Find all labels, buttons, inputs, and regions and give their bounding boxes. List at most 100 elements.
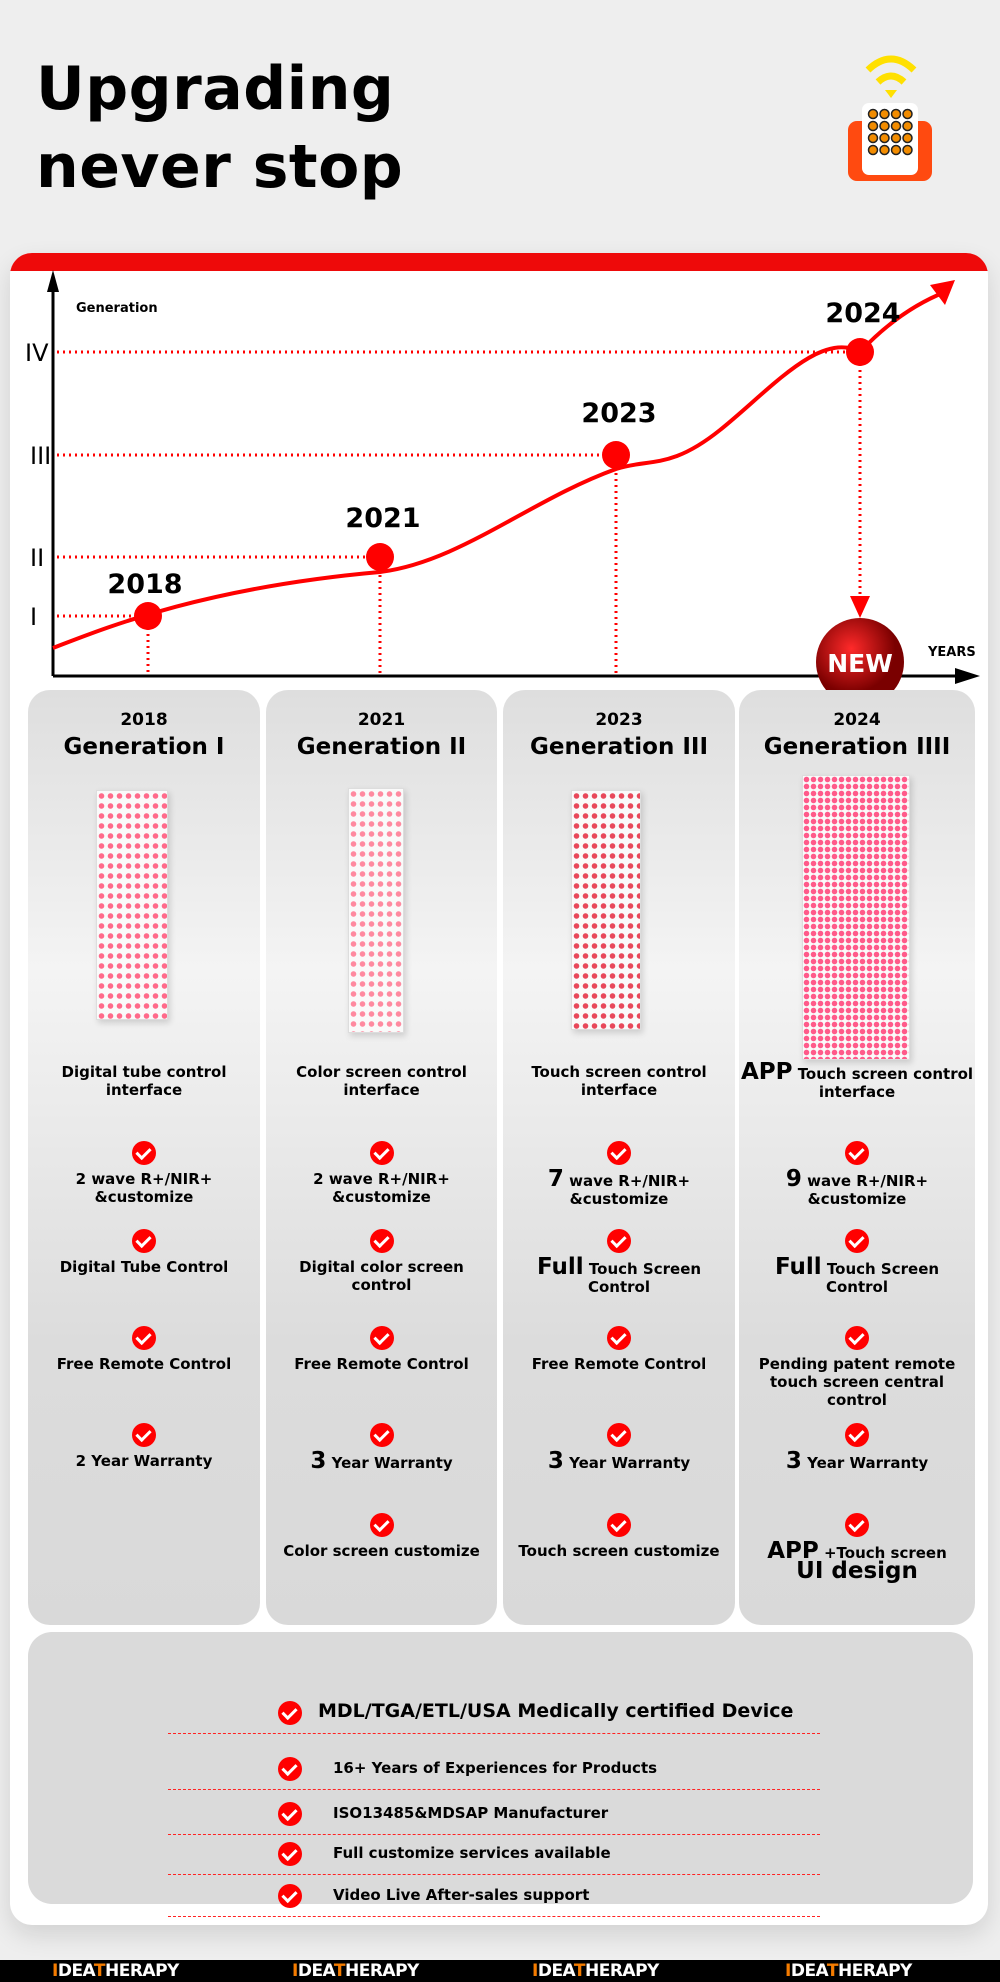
- brand-logo-text: HERAPY: [838, 1961, 912, 1981]
- feature-item: Touch screen customize: [503, 1513, 735, 1560]
- feature-item: 2 wave R+/NIR+ &customize: [28, 1141, 260, 1206]
- feature-item: Full Touch Screen Control: [503, 1229, 735, 1296]
- check-icon: [369, 1229, 394, 1253]
- column-generation-title: Generation III: [529, 734, 709, 760]
- brand-logo-text: T: [93, 1961, 106, 1981]
- control-interface-text: Digital tube control interface: [28, 1063, 260, 1099]
- y-axis-label: Generation: [76, 301, 158, 316]
- feature-text: Digital color screen control: [299, 1258, 464, 1294]
- y-axis-arrow: [47, 270, 59, 292]
- feature-item: 3 Year Warranty: [503, 1423, 735, 1474]
- brand-logo-text: IDEA: [52, 1961, 94, 1981]
- brand-logo-text: IDEA: [785, 1961, 827, 1981]
- control-interface-text: Color screen control interface: [266, 1063, 497, 1099]
- remote-control-wifi-icon: [848, 55, 932, 181]
- interface-label: Digital tube control interface: [61, 1063, 227, 1099]
- check-icon: [369, 1513, 394, 1537]
- check-icon: [278, 1802, 302, 1826]
- feature-text: Free Remote Control: [294, 1355, 469, 1373]
- title-line-2: never stop: [36, 132, 404, 202]
- feature-item: Full Touch Screen Control: [739, 1229, 975, 1296]
- data-point-year-label: 2018: [107, 569, 182, 600]
- x-axis-arrow: [955, 668, 980, 684]
- interface-label: Touch screen control interface: [531, 1063, 707, 1099]
- check-icon: [278, 1757, 302, 1781]
- data-point: [366, 543, 394, 571]
- benefit-text: ISO13485&MDSAP Manufacturer: [333, 1804, 609, 1822]
- brand-logo-text: IDEA: [292, 1961, 334, 1981]
- feature-item: Digital color screen control: [266, 1229, 497, 1294]
- check-icon: [607, 1326, 631, 1350]
- feature-item: Free Remote Control: [266, 1326, 497, 1373]
- column-generation-title: Generation IIII: [763, 734, 951, 760]
- footer-brand-bar: IDEATHERAPY IDEATHERAPY IDEATHERAPY IDEATHE…: [0, 1960, 1000, 1982]
- check-icon: [607, 1513, 631, 1537]
- feature-item: Color screen customize: [266, 1513, 497, 1560]
- check-icon: [607, 1141, 631, 1165]
- new-badge-label: NEW: [827, 649, 893, 678]
- feature-text: Year Warranty: [331, 1454, 453, 1472]
- benefit-row: Full customize services available: [168, 1835, 820, 1875]
- brand-logo-text: T: [333, 1961, 346, 1981]
- feature-text: wave R+/NIR+ &customize: [807, 1172, 929, 1208]
- y-tick-label: I: [30, 603, 37, 631]
- feature-text: 2 wave R+/NIR+ &customize: [313, 1170, 450, 1206]
- y-tick-label: II: [30, 544, 44, 572]
- feature-text: Free Remote Control: [531, 1355, 707, 1373]
- column-year: 2021: [357, 710, 406, 730]
- check-icon: [607, 1423, 631, 1447]
- x-axis-label: YEARS: [927, 645, 976, 660]
- data-point-year-label: 2024: [825, 298, 900, 329]
- control-interface-text: Touch screen control interface: [503, 1063, 735, 1099]
- card-top-bar: [10, 253, 988, 271]
- brand-logo: IDEATHERAPY: [532, 1961, 659, 1981]
- title-line-1: Upgrading: [36, 54, 395, 124]
- feature-text: Touch Screen Control: [587, 1260, 702, 1296]
- brand-logo-text: HERAPY: [585, 1961, 659, 1981]
- feature-text: 2 wave R+/NIR+ &customize: [75, 1170, 213, 1206]
- brand-logo: IDEATHERAPY: [292, 1961, 419, 1981]
- brand-logo-text: HERAPY: [345, 1961, 419, 1981]
- generation-column: 2023 Generation III Touch screen control…: [503, 690, 735, 1625]
- feature-text: Free Remote Control: [56, 1355, 232, 1373]
- feature-emphasis: 3: [547, 1448, 564, 1474]
- benefit-text: 16+ Years of Experiences for Products: [333, 1759, 658, 1777]
- check-icon: [132, 1141, 156, 1165]
- check-icon: [278, 1842, 302, 1866]
- data-point: [846, 338, 874, 366]
- check-icon: [369, 1423, 394, 1447]
- feature-emphasis: 9: [785, 1166, 802, 1192]
- feature-emphasis: 3: [785, 1448, 802, 1474]
- check-icon: [845, 1423, 869, 1447]
- product-image-panel: [802, 775, 910, 1060]
- feature-item: 2 Year Warranty: [28, 1423, 260, 1470]
- feature-item: 9 wave R+/NIR+ &customize: [739, 1141, 975, 1208]
- feature-item: 2 wave R+/NIR+ &customize: [266, 1141, 497, 1206]
- feature-text: Year Warranty: [807, 1454, 929, 1472]
- y-tick-label: III: [30, 442, 51, 470]
- check-icon: [607, 1229, 631, 1253]
- feature-text: Digital Tube Control: [59, 1258, 229, 1276]
- benefits-panel: MDL/TGA/ETL/USA Medically certified Devi…: [28, 1632, 973, 1917]
- brand-logo-text: T: [573, 1961, 586, 1981]
- check-icon: [845, 1141, 869, 1165]
- data-point-year-label: 2021: [345, 503, 420, 534]
- feature-text: +Touch screen: [823, 1544, 947, 1562]
- column-year: 2023: [595, 710, 643, 730]
- feature-text: Year Warranty: [569, 1454, 691, 1472]
- column-generation-title: Generation II: [296, 734, 467, 760]
- brand-logo: IDEATHERAPY: [785, 1961, 912, 1981]
- interface-label: Touch screen control interface: [797, 1065, 974, 1101]
- benefit-row: 16+ Years of Experiences for Products: [168, 1750, 820, 1790]
- feature-emphasis: Full: [774, 1254, 822, 1280]
- new-badge: [816, 618, 904, 700]
- feature-text: Touch Screen Control: [825, 1260, 940, 1296]
- product-image-panel: [348, 788, 404, 1033]
- feature-text: Pending patent remote touch screen centr…: [758, 1355, 956, 1409]
- growth-curve: [52, 290, 946, 650]
- check-icon: [278, 1884, 302, 1908]
- feature-emphasis: APP: [767, 1538, 819, 1564]
- benefit-row: Video Live After-sales support: [168, 1877, 820, 1917]
- generation-column: 2021 Generation II Color screen control …: [266, 690, 497, 1625]
- feature-emphasis-2: UI design: [796, 1558, 918, 1584]
